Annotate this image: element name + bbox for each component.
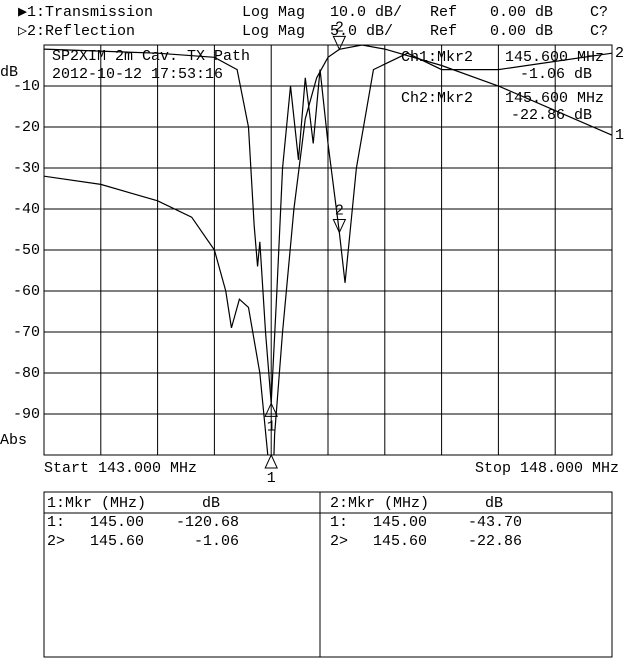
readout-value: -1.06 dB <box>520 66 592 83</box>
header-text: Log Mag <box>242 4 305 21</box>
table-cell: 145.00 <box>90 514 144 531</box>
y-tick-label: -80 <box>13 365 40 382</box>
table-cell: 145.60 <box>373 533 427 550</box>
marker <box>332 218 347 234</box>
subtitle: 2012-10-12 17:53:16 <box>52 66 223 83</box>
marker <box>264 402 278 417</box>
readout-label: Ch1:Mkr2 <box>401 49 473 66</box>
table-cell: 2> <box>330 533 348 550</box>
header-text: C? <box>590 23 608 40</box>
table-cell: 145.00 <box>373 514 427 531</box>
marker-table-frame <box>43 491 613 658</box>
header-text: C? <box>590 4 608 21</box>
header-text: ▷2:Reflection <box>18 23 135 40</box>
table-header: dB <box>485 495 503 512</box>
header-text: 0.00 dB <box>490 4 553 21</box>
start-label: Start 143.000 MHz <box>44 460 197 477</box>
readout-value: -22.86 dB <box>511 107 592 124</box>
trace <box>44 45 612 455</box>
table-header: dB <box>202 495 220 512</box>
trace-group <box>44 45 612 455</box>
y-tick-label: -60 <box>13 283 40 300</box>
marker-label: 2 <box>335 19 344 36</box>
table-cell: 2> <box>47 533 65 550</box>
y-tick-label: -50 <box>13 242 40 259</box>
readout-freq: 145.600 MHz <box>505 90 604 107</box>
marker-label: 1 <box>267 470 276 487</box>
y-tick-label: -40 <box>13 201 40 218</box>
readout-label: Ch2:Mkr2 <box>401 90 473 107</box>
table-cell: 145.60 <box>90 533 144 550</box>
y-tick-label: -10 <box>13 78 40 95</box>
y-tick-label: -70 <box>13 324 40 341</box>
trace-end-label: 2 <box>615 45 624 62</box>
y-tick-label: -20 <box>13 119 40 136</box>
y-axis-label: Abs <box>0 432 27 449</box>
marker-label: 2 <box>335 202 344 219</box>
y-tick-label: -90 <box>13 406 40 423</box>
table-cell: 1: <box>330 514 348 531</box>
table-cell: -22.86 <box>468 533 522 550</box>
header-text: Log Mag <box>242 23 305 40</box>
y-tick-label: -30 <box>13 160 40 177</box>
header-text: 5.0 dB/ <box>330 23 393 40</box>
title: SP2XIM 2m Cav. TX Path <box>52 48 250 65</box>
marker <box>264 453 278 469</box>
header-text: 0.00 dB <box>490 23 553 40</box>
y-axis-label: dB <box>0 64 18 81</box>
header-text: Ref <box>430 4 457 21</box>
header-text: ▶1:Transmission <box>18 4 153 21</box>
stop-label: Stop 148.000 MHz <box>475 460 619 477</box>
table-cell: -120.68 <box>176 514 239 531</box>
trace-end-label: 1 <box>615 127 624 144</box>
header-text: 10.0 dB/ <box>330 4 402 21</box>
table-header: 1:Mkr (MHz) <box>47 495 146 512</box>
readout-freq: 145.600 MHz <box>505 49 604 66</box>
trace <box>44 48 612 404</box>
header-text: Ref <box>430 23 457 40</box>
table-header: 2:Mkr (MHz) <box>330 495 429 512</box>
marker <box>332 35 347 51</box>
table-cell: 1: <box>47 514 65 531</box>
marker-label: 1 <box>267 418 276 435</box>
table-cell: -43.70 <box>468 514 522 531</box>
table-cell: -1.06 <box>194 533 239 550</box>
